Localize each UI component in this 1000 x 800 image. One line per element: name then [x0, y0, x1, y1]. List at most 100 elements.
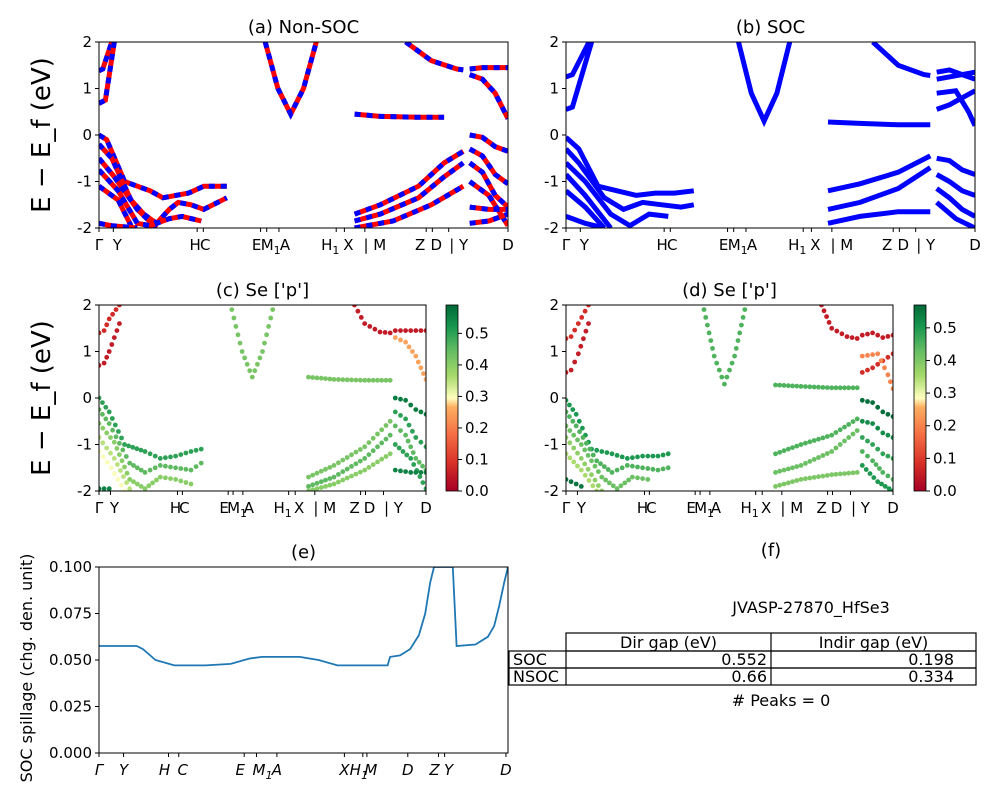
projection-point — [863, 467, 869, 472]
projection-point — [370, 377, 376, 383]
projection-point — [798, 442, 804, 447]
projection-point — [119, 435, 124, 441]
projection-point — [582, 472, 588, 478]
plot-area-c — [99, 305, 426, 491]
projection-point — [719, 374, 725, 380]
y-tick-label: 0 — [549, 126, 559, 144]
axes-frame — [565, 304, 894, 492]
projection-point — [411, 462, 417, 467]
projection-point — [635, 464, 640, 470]
projection-point — [572, 327, 578, 333]
projection-point — [146, 483, 152, 489]
projection-point — [820, 473, 826, 479]
projection-point — [811, 457, 817, 462]
projection-point — [336, 472, 341, 477]
projection-point — [387, 377, 393, 383]
y-tick-label: 1 — [549, 343, 559, 361]
y-tick-label: 0.100 — [49, 558, 92, 576]
projection-point — [566, 409, 569, 415]
x-tick-label: H — [170, 499, 181, 517]
projection-point — [379, 440, 385, 446]
projection-point — [842, 438, 847, 444]
projection-point — [870, 400, 875, 405]
projection-point — [118, 468, 123, 473]
projection-point — [575, 463, 580, 469]
band-line-up — [469, 211, 508, 226]
projection-point — [418, 439, 424, 445]
projection-point — [807, 475, 813, 481]
x-tick-label: Z — [415, 236, 425, 254]
projection-point — [398, 413, 403, 418]
projection-point — [592, 477, 598, 483]
projection-point — [727, 367, 732, 373]
projection-point — [379, 427, 385, 433]
projection-point — [423, 470, 426, 475]
projection-point — [660, 466, 666, 472]
projection-point — [816, 455, 821, 460]
projection-point — [777, 482, 783, 488]
x-tick-label: A — [711, 499, 722, 517]
band-line-down — [354, 184, 465, 228]
projection-point — [833, 445, 839, 451]
projection-point — [101, 486, 107, 491]
projection-point — [408, 328, 414, 333]
projection-point — [423, 411, 426, 417]
projection-point — [645, 477, 651, 482]
projection-point — [99, 486, 102, 491]
projection-point — [829, 472, 835, 478]
projection-point — [777, 468, 783, 474]
projection-point — [577, 429, 582, 435]
projection-point — [323, 376, 328, 381]
projection-point — [403, 397, 408, 403]
projection-point — [645, 453, 651, 459]
panel-title: (b) SOC — [736, 17, 805, 38]
projection-point — [310, 472, 316, 478]
projection-point — [870, 458, 875, 464]
y-tick-label: 0.025 — [49, 698, 92, 716]
projection-point — [111, 439, 117, 445]
projection-point — [104, 354, 110, 360]
projection-point — [739, 322, 744, 328]
projection-point — [880, 409, 886, 415]
projection-point — [824, 434, 830, 439]
projection-point — [594, 447, 600, 453]
projection-point — [630, 455, 635, 461]
projection-point — [99, 407, 102, 412]
projection-point — [614, 467, 620, 473]
projection-point — [867, 471, 873, 476]
projection-point — [846, 435, 852, 440]
x-tick-label: C — [179, 499, 189, 517]
band-line-up — [469, 204, 508, 212]
x-tick-label: H — [657, 236, 668, 254]
projection-point — [575, 437, 580, 443]
projection-point — [379, 456, 385, 462]
projection-point — [239, 349, 245, 354]
projection-point — [418, 365, 424, 371]
x-tick-label: Y — [444, 761, 455, 779]
projection-point — [594, 488, 600, 491]
band-line — [566, 188, 607, 228]
projection-point — [392, 467, 398, 473]
projection-point — [885, 411, 891, 417]
projection-point — [110, 311, 115, 317]
colorbar-tick-label: 0.4 — [465, 356, 489, 374]
projection-point — [114, 446, 120, 451]
projection-point — [104, 322, 110, 328]
x-tick-label: A — [271, 761, 282, 779]
projection-point — [336, 377, 341, 382]
projection-point — [100, 411, 105, 417]
x-tick-label: M — [364, 761, 377, 779]
projection-point — [609, 470, 615, 475]
projection-point — [418, 409, 424, 415]
band-line — [827, 119, 931, 128]
projection-point — [579, 315, 585, 320]
projection-point — [104, 430, 110, 436]
projection-point — [854, 428, 860, 433]
projection-point — [327, 476, 333, 481]
projection-point — [163, 455, 168, 461]
band-line-down — [99, 132, 227, 201]
projection-point — [353, 377, 359, 383]
projection-point — [142, 486, 148, 491]
projection-point — [854, 336, 860, 341]
